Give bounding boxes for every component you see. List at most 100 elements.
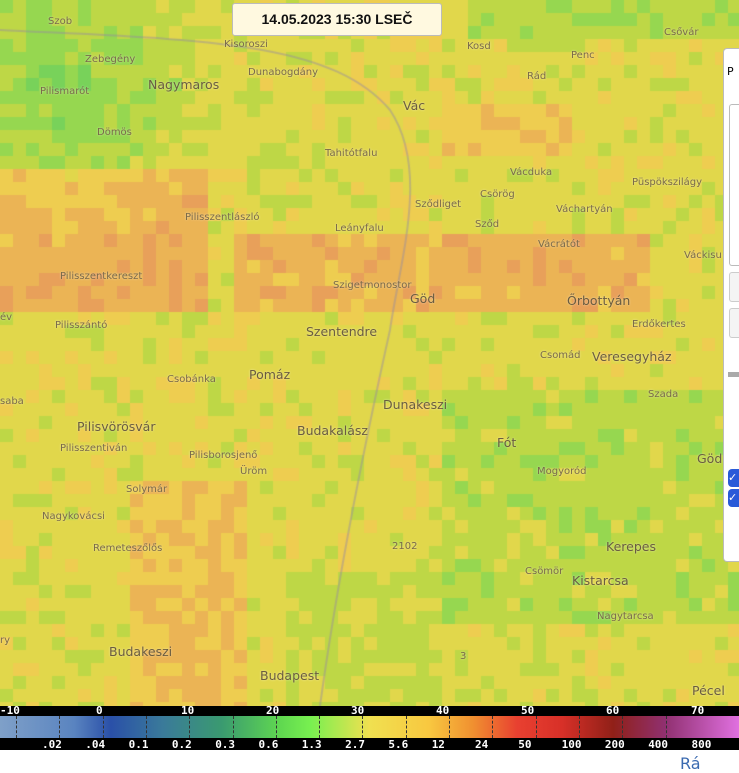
place-label: Váchartyán [556, 204, 613, 215]
place-label: Vácrátót [538, 239, 580, 250]
place-label: Dunakeszi [383, 397, 448, 412]
place-label: Pomáz [249, 367, 291, 382]
legend-rain-label: 50 [518, 738, 532, 751]
legend-tick [362, 716, 364, 738]
place-label: Leányfalu [335, 223, 384, 234]
legend-rain-label: 200 [604, 738, 625, 751]
place-label: Pilisszentiván [60, 443, 128, 454]
side-panel[interactable]: P ✓ ✓ [723, 48, 739, 562]
legend-gradient [0, 716, 739, 738]
place-label: Szigetmonostor [333, 280, 412, 291]
place-label: Dömös [97, 127, 132, 138]
legend-tick [665, 716, 667, 738]
legend-rain-label: 24 [475, 738, 489, 751]
legend-rain-label: 0.6 [258, 738, 279, 751]
radar-overlay [0, 0, 739, 706]
place-label: Váckisu [684, 250, 722, 261]
place-label: Csővár [664, 27, 699, 38]
legend-rain-label: 1.3 [301, 738, 322, 751]
place-label: Csomád [540, 350, 581, 361]
place-label: Csobánka [167, 374, 216, 385]
place-label: Mogyoród [537, 466, 587, 477]
place-label: Göd [410, 291, 436, 306]
place-label: Dunabogdány [248, 67, 319, 78]
place-label: Veresegyház [592, 349, 672, 364]
place-label: Kistarcsa [572, 573, 629, 588]
place-label: saba [0, 396, 24, 407]
panel-box [729, 104, 739, 266]
place-label: Sződliget [415, 199, 462, 210]
legend-tick [145, 716, 147, 738]
place-label: Pilisvörösvár [77, 419, 156, 434]
place-label: Remeteszőlős [93, 543, 163, 554]
legend-rain-label: 12 [431, 738, 445, 751]
place-label: Szada [648, 389, 679, 400]
legend-dbz-label: 70 [691, 704, 705, 717]
place-label: Tahitótfalu [325, 148, 378, 159]
legend-dbz-label: 40 [436, 704, 450, 717]
legend-rain-label: 100 [561, 738, 582, 751]
place-label: év [0, 312, 13, 323]
place-label: ry [0, 635, 11, 646]
place-label: Pilisszántó [55, 320, 108, 331]
radar-map[interactable]: Szob Zebegény Pilismarót Nagymaros Kisoroszi… [0, 0, 739, 706]
place-label: 3 [460, 651, 467, 662]
place-label: Göd [697, 451, 723, 466]
panel-button[interactable] [729, 272, 739, 302]
color-legend: -10 0 10 20 30 40 50 60 70 .02 .04 0.1 0.2 0.3 0.6 1.3 2… [0, 704, 739, 751]
legend-dbz-label: 50 [521, 704, 535, 717]
place-label: Csömör [525, 566, 564, 577]
legend-tick [189, 716, 191, 738]
legend-rain-label: 800 [691, 738, 712, 751]
legend-rain-label: .02 [42, 738, 62, 751]
place-label: Nagykovácsi [42, 511, 105, 522]
legend-tick [449, 716, 450, 738]
place-label: Fót [497, 435, 517, 450]
legend-rain-label: 2.7 [345, 738, 365, 751]
place-label: Pilisszentkereszt [60, 271, 143, 282]
legend-tick [275, 716, 277, 738]
footer-link[interactable]: Rá [680, 754, 701, 773]
place-label: Vác [403, 98, 426, 113]
place-label: Csörög [480, 189, 515, 200]
place-label: Őrbottyán [567, 293, 631, 308]
legend-rain-label: 5.6 [388, 738, 409, 751]
legend-rain-label: .04 [85, 738, 106, 751]
place-label: Püspökszilágy [632, 177, 703, 188]
place-label: Üröm [240, 466, 268, 477]
legend-rain-label: 0.3 [215, 738, 236, 751]
legend-rain-label: 400 [648, 738, 669, 751]
place-label: Penc [571, 50, 595, 61]
legend-tick [622, 716, 624, 738]
checkbox[interactable]: ✓ [728, 469, 739, 487]
place-label: Szentendre [306, 324, 378, 339]
place-label: Nagytarcsa [597, 611, 654, 622]
legend-dbz-label: 0 [96, 704, 103, 717]
slider[interactable] [728, 372, 739, 377]
legend-tick [102, 716, 104, 738]
place-label: Budakalász [297, 423, 368, 438]
legend-dbz-label: -10 [0, 704, 20, 717]
checkbox[interactable]: ✓ [728, 489, 739, 507]
legend-tick [232, 716, 234, 738]
place-label: Budakeszi [109, 644, 173, 659]
legend-tick [319, 716, 321, 738]
place-label: Vácduka [510, 167, 553, 178]
place-label: Szob [48, 16, 73, 27]
place-label: Pilisszentlászló [185, 212, 260, 223]
legend-dbz-label: 20 [266, 704, 280, 717]
place-label: Kerepes [606, 539, 656, 554]
place-label: Pilisborosjenő [189, 450, 258, 461]
place-label: Zebegény [85, 54, 136, 65]
place-label: Pécel [692, 683, 725, 698]
place-label: Pilismarót [40, 86, 90, 97]
place-label: Rád [527, 71, 547, 82]
legend-dbz-label: 30 [351, 704, 365, 717]
legend-tick [59, 716, 61, 738]
legend-dbz-label: 10 [181, 704, 195, 717]
panel-button[interactable] [729, 308, 739, 338]
legend-dbz-label: 60 [606, 704, 620, 717]
place-label: Kosd [467, 41, 491, 52]
legend-tick [16, 716, 17, 738]
place-label: Sződ [475, 219, 500, 230]
